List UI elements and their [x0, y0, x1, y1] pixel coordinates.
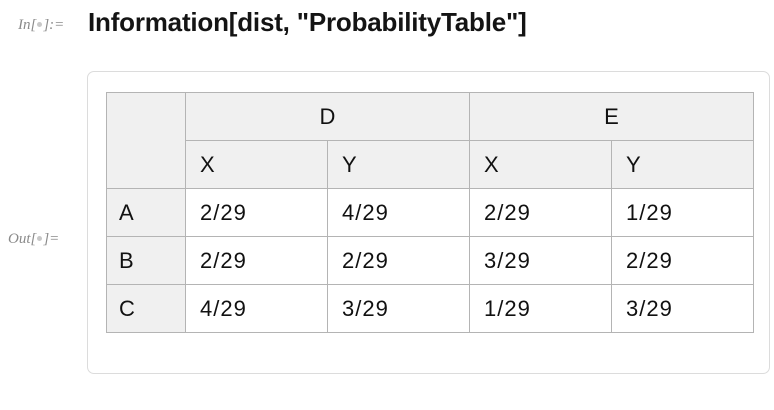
output-label-prefix: Out[ — [8, 231, 37, 247]
row-header: C — [106, 284, 186, 333]
column-header: X — [469, 140, 612, 189]
table-cell: 2/29 — [469, 188, 612, 237]
input-code[interactable]: Information[dist, "ProbabilityTable"] — [88, 7, 527, 37]
column-header: Y — [327, 140, 470, 189]
table-cell: 2/29 — [611, 236, 754, 285]
table-cell: 2/29 — [327, 236, 470, 285]
table-subheader-row: X Y X Y — [107, 140, 754, 189]
column-header: X — [185, 140, 328, 189]
table-row: A 2/29 4/29 2/29 1/29 — [106, 188, 754, 237]
input-cell-label: In[ ]:= — [18, 17, 64, 34]
input-label-suffix: ]:= — [43, 17, 65, 33]
table-group-header-row: D E — [106, 92, 754, 189]
table-cell: 1/29 — [611, 188, 754, 237]
output-label-suffix: ]= — [43, 231, 60, 247]
table-cell: 4/29 — [327, 188, 470, 237]
column-header: Y — [611, 140, 754, 189]
table-row: C 4/29 3/29 1/29 3/29 — [106, 284, 754, 333]
table-cell: 3/29 — [611, 284, 754, 333]
table-cell: 3/29 — [469, 236, 612, 285]
cell-number-placeholder-icon — [37, 236, 43, 242]
cell-number-placeholder-icon — [37, 22, 43, 28]
group-header-e: E — [469, 92, 754, 141]
probability-table: D E X Y X Y A 2/29 4/29 2/29 1/29 B 2/29… — [106, 92, 754, 333]
table-cell: 2/29 — [185, 236, 328, 285]
row-header: A — [106, 188, 186, 237]
group-header-d: D — [185, 92, 470, 141]
table-cell: 3/29 — [327, 284, 470, 333]
table-cell: 4/29 — [185, 284, 328, 333]
output-cell-label: Out[ ]= — [8, 231, 59, 248]
table-row: B 2/29 2/29 3/29 2/29 — [106, 236, 754, 285]
row-header: B — [106, 236, 186, 285]
table-cell: 2/29 — [185, 188, 328, 237]
table-corner — [106, 92, 186, 189]
input-label-prefix: In[ — [18, 17, 37, 33]
table-cell: 1/29 — [469, 284, 612, 333]
